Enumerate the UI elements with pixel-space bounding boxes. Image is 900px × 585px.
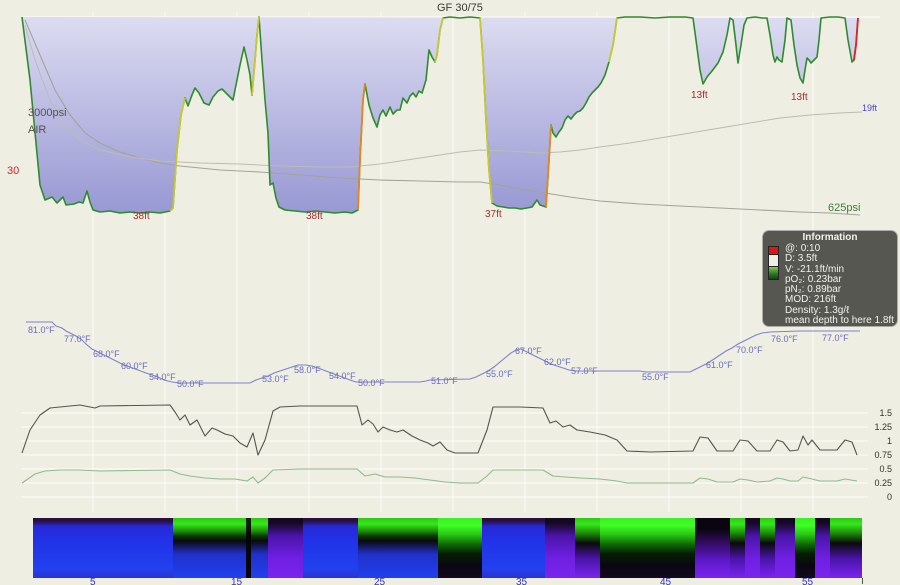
velocity-medium-swatch — [768, 255, 779, 267]
gradient-factor-title: GF 30/75 — [437, 2, 483, 14]
velocity-slow-swatch — [768, 267, 779, 280]
temperature-annotation: 77.0°F — [822, 333, 849, 343]
time-axis-tick: 15 — [231, 577, 243, 585]
tissue-heatmap-segment — [575, 518, 600, 578]
depth-profile-fill — [22, 17, 858, 213]
temperature-annotation: 51.0°F — [431, 376, 458, 386]
tissue-heatmap-segment — [695, 518, 730, 578]
info-row-mod: MOD: 216ft — [785, 294, 837, 306]
info-row-density: Density: 1.3g/ℓ — [785, 304, 850, 316]
gas-label: AIR — [28, 124, 47, 136]
partial-pressure-axis-tick: 0.75 — [874, 450, 892, 460]
tissue-heatmap-segment — [815, 518, 830, 578]
temperature-annotation: 55.0°F — [642, 372, 669, 382]
temperature-annotation: 68.0°F — [93, 349, 120, 359]
partial-pressure-axis-tick: 0 — [886, 492, 892, 502]
tissue-heatmap-segment — [246, 518, 251, 578]
partial-pressure-axis-tick: 0.5 — [879, 464, 892, 474]
info-row-mean-depth: mean depth to here 1.8ft — [785, 315, 894, 327]
depth-annotation: 38ft — [133, 211, 150, 222]
temperature-annotation: 70.0°F — [736, 345, 763, 355]
temperature-annotation: 58.0°F — [294, 365, 321, 375]
time-axis-tick: 5 — [90, 577, 96, 585]
temperature-annotation: 67.0°F — [515, 346, 542, 356]
info-row-depth: D: 3.5ft — [785, 253, 818, 265]
temperature-annotation: 77.0°F — [64, 334, 91, 344]
time-axis-tick: 55 — [802, 577, 814, 585]
temperature-annotation: 54.0°F — [329, 371, 356, 381]
temperature-annotation: 50.0°F — [177, 379, 204, 389]
temperature-annotation: 57.0°F — [571, 366, 598, 376]
time-axis-tick: 45 — [660, 577, 672, 585]
temperature-annotation: 54.0°F — [149, 372, 176, 382]
temperature-annotation: 50.0°F — [358, 378, 385, 388]
tissue-heatmap-segment — [760, 518, 775, 578]
info-row-time: @: 0:10 — [785, 243, 821, 254]
velocity-legend-bar — [768, 246, 779, 280]
tissue-heatmap-segment — [33, 518, 173, 578]
temperature-annotation: 55.0°F — [486, 369, 513, 379]
end-pressure-label: 625psi — [828, 202, 861, 214]
tissue-heatmap-segment — [830, 518, 862, 578]
tissue-heatmap-segment — [545, 518, 575, 578]
tissue-heatmap-segment — [173, 518, 246, 578]
tissue-saturation-heatmap — [33, 518, 862, 578]
tissue-heatmap-segment — [438, 518, 482, 578]
tissue-heatmap-segment — [482, 518, 545, 578]
partial-pressure-axis-tick: 0.25 — [874, 478, 892, 488]
info-row-velocity: V: -21.1ft/min — [785, 263, 845, 275]
depth-annotation: 38ft — [306, 211, 323, 222]
tissue-heatmap-segment — [600, 518, 695, 578]
depth-annotation: 37ft — [485, 209, 502, 220]
time-axis-end-tick — [862, 578, 863, 584]
temperature-annotation: 61.0°F — [706, 360, 733, 370]
depth-annotation: 13ft — [791, 92, 808, 103]
tissue-heatmap-segment — [303, 518, 358, 578]
tissue-heatmap-segment — [730, 518, 745, 578]
tissue-heatmap-segment — [775, 518, 795, 578]
chart-lines — [21, 16, 863, 484]
tissue-heatmap-segment — [358, 518, 438, 578]
partial-pressure-axis-tick: 1.25 — [874, 422, 892, 432]
tissue-heatmap-segment — [268, 518, 303, 578]
tissue-heatmap-segment — [795, 518, 815, 578]
partial-pressure-axis-tick: 1.5 — [879, 408, 892, 418]
time-axis-tick: 25 — [374, 577, 386, 585]
velocity-fast-swatch — [768, 246, 779, 255]
tissue-heatmap-segment — [745, 518, 760, 578]
start-pressure-label: 3000psi — [28, 107, 67, 119]
information-title: Information — [802, 232, 858, 243]
time-axis-tick: 35 — [516, 577, 528, 585]
info-row-pn2: pN₂: 0.89bar — [785, 284, 842, 296]
depth-annotation: 13ft — [691, 90, 708, 101]
temperature-annotation: 60.0°F — [121, 361, 148, 371]
depth-axis-tick: 30 — [7, 165, 20, 177]
partial-pressure-axis-tick: 1 — [886, 436, 892, 446]
tissue-heatmap-segment — [251, 518, 268, 578]
info-row-po2: pO₂: 0.23bar — [785, 273, 842, 285]
temperature-annotation: 76.0°F — [771, 334, 798, 344]
temperature-annotation: 53.0°F — [262, 374, 289, 384]
mean-depth-label: 19ft — [862, 103, 878, 113]
information-tooltip: Information @: 0:10 D: 3.5ft V: -21.1ft/… — [762, 230, 898, 327]
temperature-annotation: 62.0°F — [544, 357, 571, 367]
temperature-annotation: 81.0°F — [28, 325, 55, 335]
